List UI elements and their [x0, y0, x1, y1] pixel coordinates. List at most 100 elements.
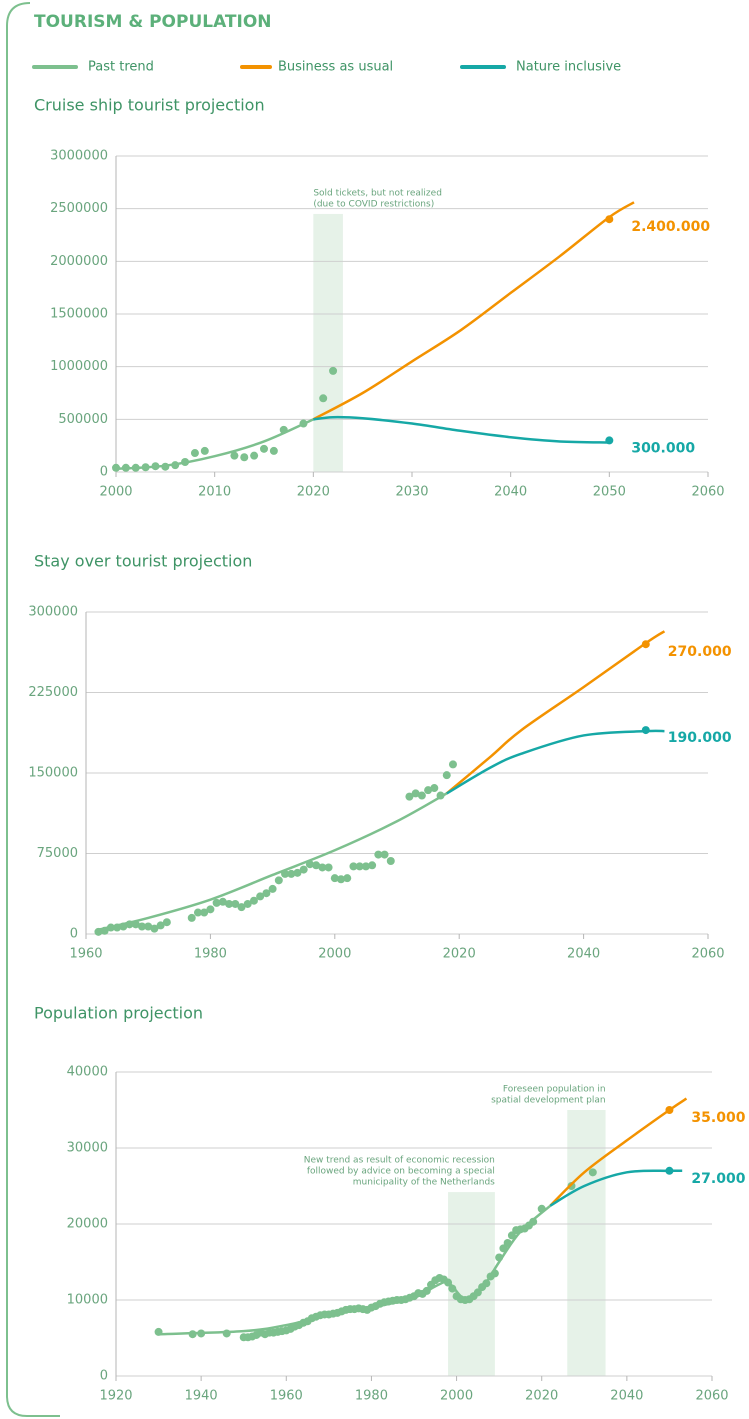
data-point [193, 908, 202, 917]
y-tick-label: 0 [70, 927, 78, 942]
data-point [250, 451, 259, 460]
data-point [240, 453, 249, 462]
x-tick-label: 2060 [691, 947, 724, 962]
trend-line [445, 630, 666, 795]
data-point [187, 913, 196, 922]
y-tick-label: 3000000 [50, 149, 108, 164]
legend-label: Past trend [88, 60, 154, 75]
x-tick-label: 1980 [355, 1389, 388, 1404]
end-label: 300.000 [631, 440, 695, 456]
x-tick-label: 2020 [297, 485, 330, 500]
trend-line [446, 729, 665, 795]
y-tick-label: 0 [100, 465, 108, 480]
data-point [567, 1182, 576, 1190]
y-tick-label: 500000 [58, 412, 108, 427]
x-tick-label: 2000 [99, 485, 132, 500]
data-point [225, 899, 234, 908]
band-label: followed by advice on becoming a special [307, 1167, 495, 1177]
data-point [324, 863, 333, 872]
data-point [249, 896, 258, 905]
end-label: 190.000 [668, 730, 732, 746]
data-point [411, 789, 420, 798]
data-point [430, 784, 439, 793]
data-point [262, 889, 271, 898]
data-point [230, 451, 239, 460]
data-point [237, 903, 246, 912]
data-point [343, 874, 352, 883]
end-label: 270.000 [668, 644, 732, 660]
data-point [318, 863, 327, 872]
x-tick-label: 2050 [593, 485, 626, 500]
y-tick-label: 40000 [67, 1065, 108, 1080]
data-point [144, 922, 153, 931]
data-point [355, 862, 364, 871]
data-point [212, 898, 221, 907]
data-point [312, 861, 321, 870]
highlight-band [313, 213, 343, 472]
data-point [260, 444, 268, 453]
y-tick-label: 300000 [28, 605, 78, 620]
band-label: New trend as result of economic recessio… [304, 1156, 495, 1166]
page-title: TOURISM & POPULATION [34, 12, 272, 32]
legend-label: Business as usual [278, 60, 393, 75]
y-tick-label: 10000 [67, 1293, 108, 1308]
data-point [374, 850, 383, 859]
data-point [588, 1168, 597, 1177]
chart-title: Stay over tourist projection [34, 552, 252, 571]
data-point [200, 908, 209, 917]
y-tick-label: 30000 [67, 1141, 108, 1156]
data-point [156, 921, 165, 930]
end-label: 27.000 [691, 1171, 745, 1187]
data-point [137, 922, 146, 931]
data-point [386, 857, 395, 866]
x-tick-label: 1920 [99, 1389, 132, 1404]
band-label: spatial development plan [491, 1096, 606, 1106]
end-marker [605, 436, 614, 445]
y-tick-label: 1500000 [50, 307, 108, 322]
data-point [268, 884, 277, 893]
data-point [529, 1217, 538, 1226]
data-point [417, 791, 426, 800]
data-point [361, 862, 370, 871]
data-point [349, 862, 358, 871]
data-point [368, 861, 377, 870]
data-point [329, 366, 338, 375]
data-point [256, 892, 265, 901]
x-tick-label: 2040 [567, 947, 600, 962]
data-point [222, 1329, 231, 1338]
x-tick-label: 2000 [318, 947, 351, 962]
end-label: 35.000 [691, 1110, 745, 1126]
data-point [206, 905, 215, 914]
x-tick-label: 2000 [440, 1389, 473, 1404]
data-point [330, 874, 339, 883]
data-point [190, 449, 199, 458]
x-tick-label: 1960 [69, 947, 102, 962]
end-marker [641, 726, 650, 735]
data-point [287, 869, 296, 878]
x-tick-label: 2010 [198, 485, 231, 500]
highlight-band [567, 1110, 606, 1376]
data-point [319, 394, 328, 403]
data-point [269, 446, 278, 455]
y-tick-label: 150000 [28, 766, 78, 781]
chart-title: Population projection [34, 1004, 203, 1023]
y-tick-label: 75000 [37, 846, 78, 861]
data-point [218, 897, 227, 906]
end-marker [665, 1106, 674, 1114]
y-tick-label: 0 [100, 1369, 108, 1384]
x-tick-label: 2040 [494, 485, 527, 500]
frame [6, 2, 60, 1417]
data-point [507, 1231, 516, 1240]
data-point [200, 446, 209, 455]
band-label: municipality of the Netherlands [353, 1178, 495, 1188]
end-marker [641, 640, 650, 649]
y-tick-label: 20000 [67, 1217, 108, 1232]
data-point [380, 850, 389, 859]
end-label: 2.400.000 [631, 219, 710, 235]
data-point [150, 924, 159, 933]
data-point [231, 899, 240, 908]
y-tick-label: 2000000 [50, 254, 108, 269]
data-point [274, 876, 283, 885]
trend-line [549, 1169, 683, 1207]
